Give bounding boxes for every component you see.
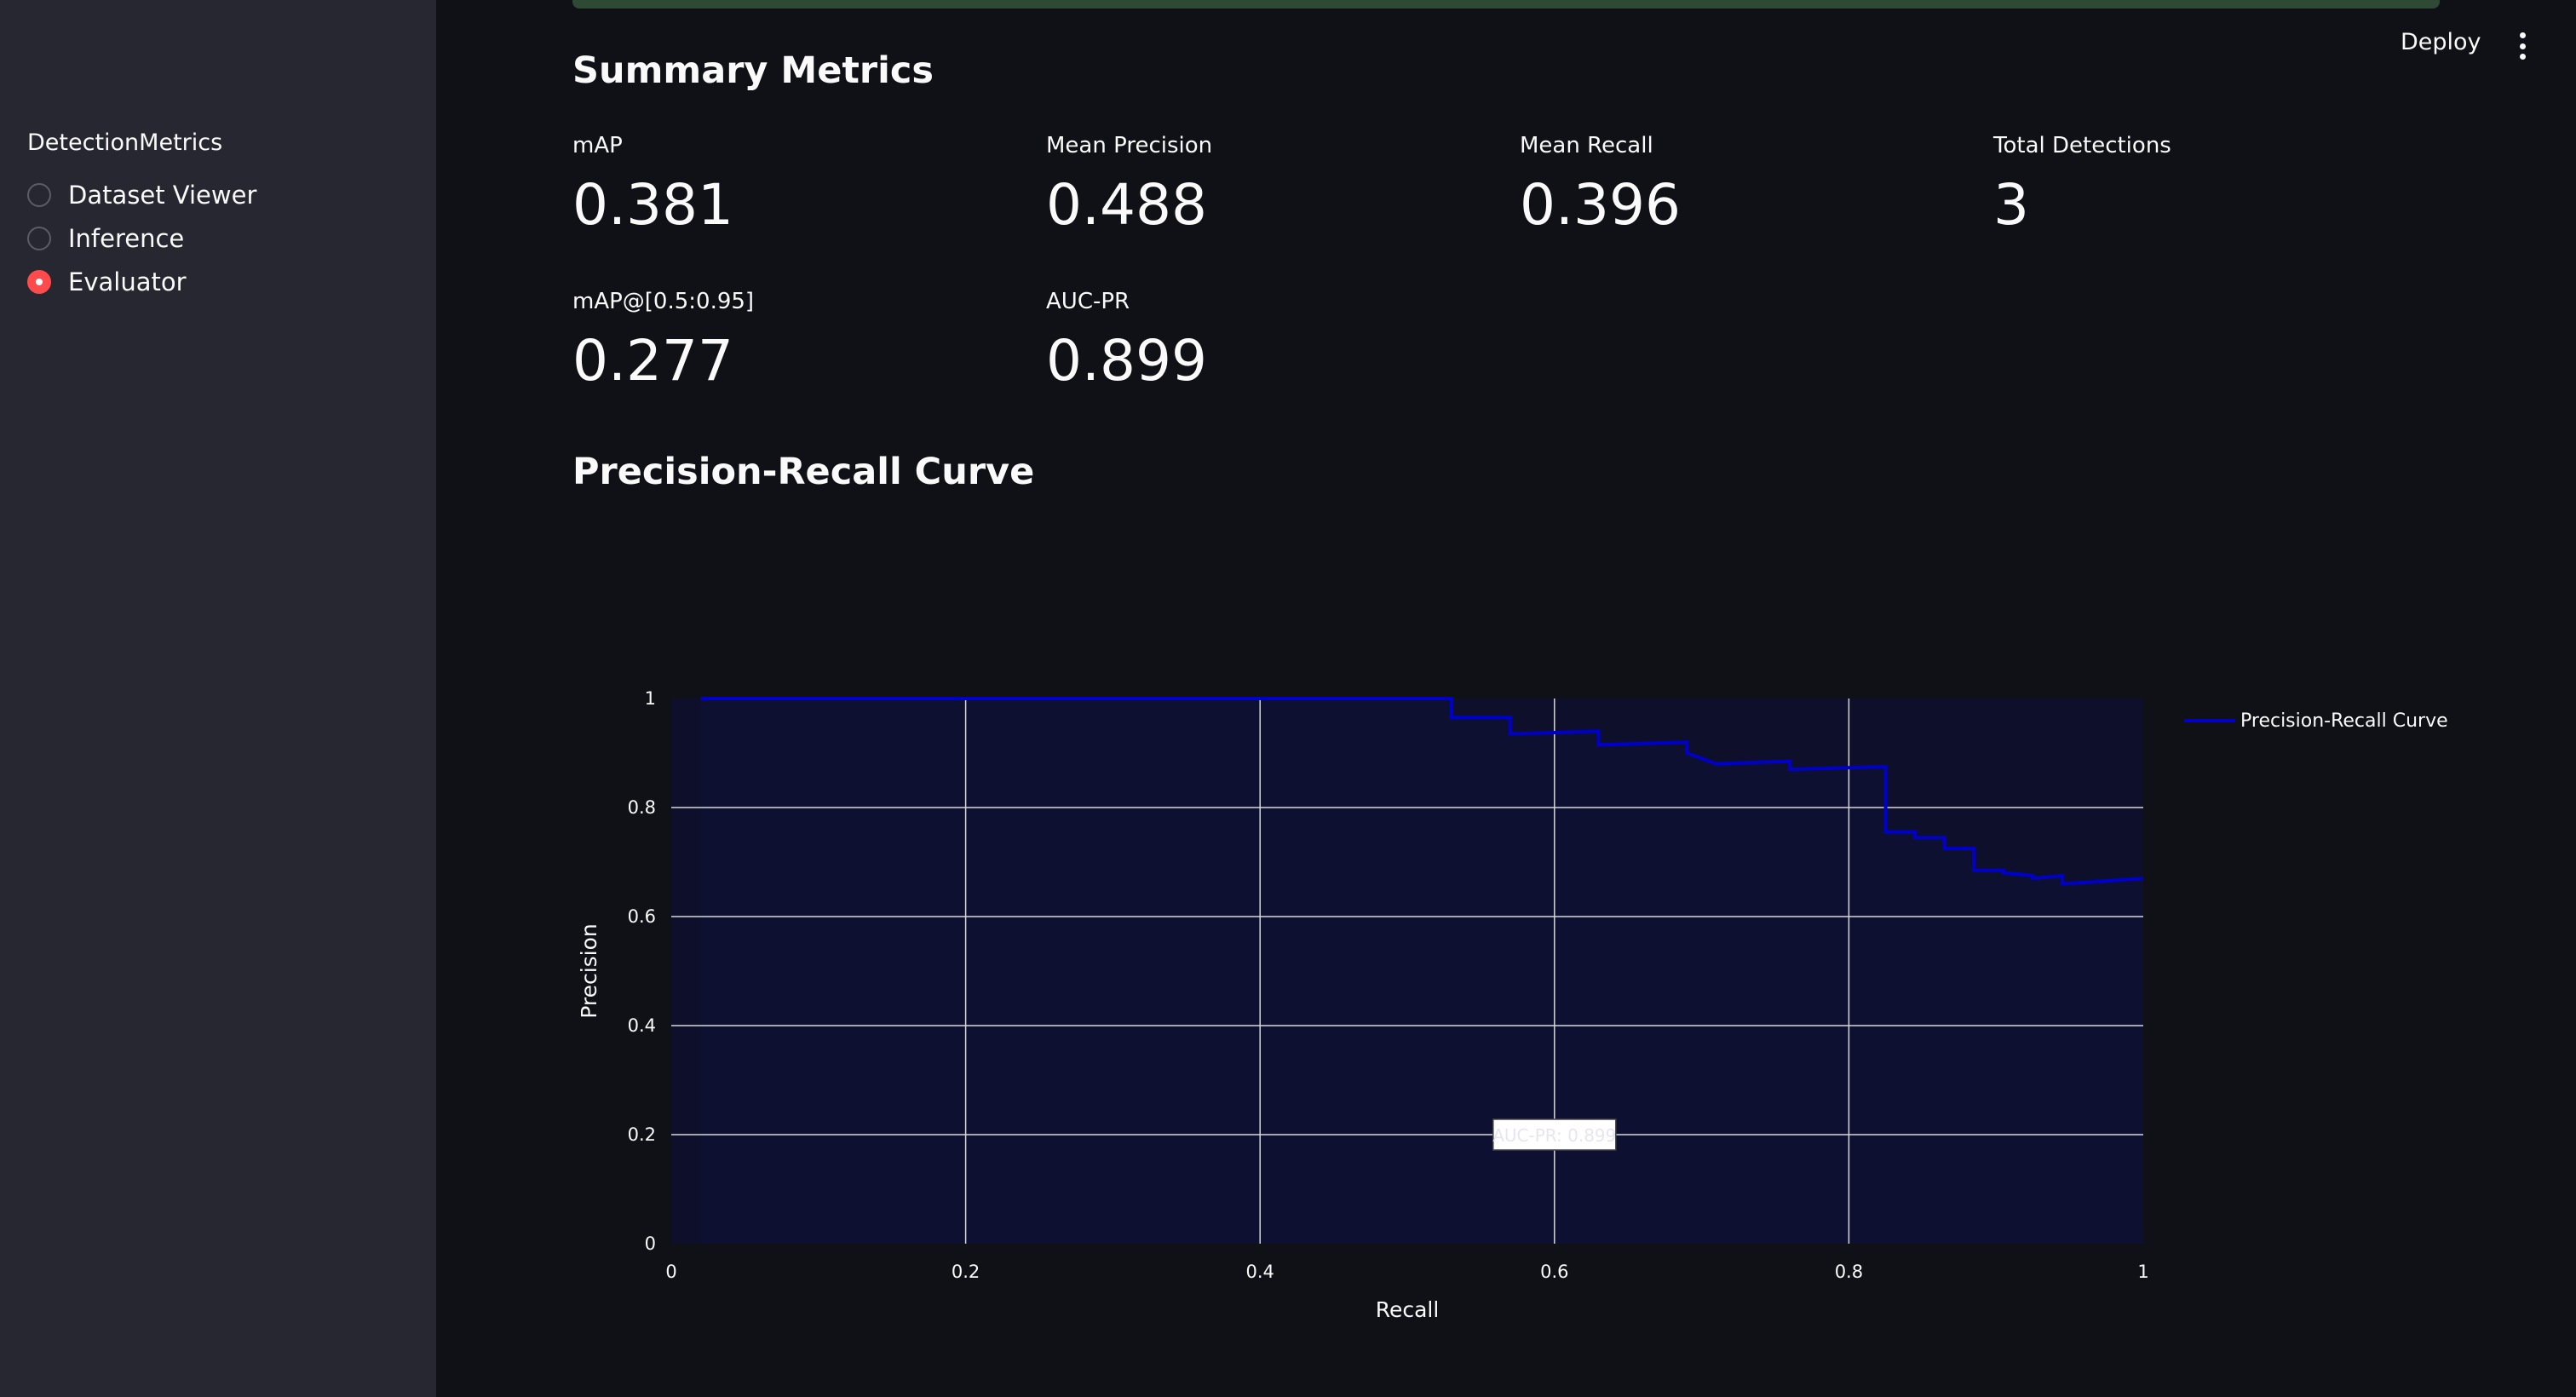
x-tick-label: 0.6 (1540, 1262, 1568, 1282)
radio-button-icon[interactable] (27, 183, 51, 207)
metric-label: mAP (572, 133, 623, 158)
auc-annotation-label: AUC-PR: 0.899 (1492, 1125, 1616, 1146)
y-tick-label: 0 (645, 1233, 656, 1254)
y-tick-label: 0.2 (628, 1124, 656, 1145)
metric-value: 0.488 (1046, 172, 1207, 238)
y-axis-title: Precision (577, 923, 601, 1019)
y-tick-label: 0.4 (628, 1015, 656, 1036)
metric-value: 0.396 (1520, 172, 1681, 238)
radio-inference[interactable]: Inference (27, 219, 184, 258)
metric-value: 0.277 (572, 328, 733, 394)
metric-total-detections: Total Detections 3 (1993, 133, 2171, 238)
metric-map: mAP 0.381 (572, 133, 733, 238)
metric-auc-pr: AUC-PR 0.899 (1046, 289, 1207, 394)
radio-button-icon[interactable] (27, 227, 51, 250)
precision-recall-curve-line (700, 697, 2144, 886)
radio-button-selected-icon[interactable] (27, 270, 51, 294)
metric-label: Mean Recall (1520, 133, 1653, 158)
metric-map-50-95: mAP@[0.5:0.95] 0.277 (572, 289, 754, 394)
sidebar: DetectionMetrics Dataset Viewer Inferenc… (0, 0, 436, 1397)
radio-label: Dataset Viewer (68, 181, 257, 210)
radio-label: Inference (68, 224, 185, 253)
metric-value: 0.381 (572, 172, 733, 238)
sidebar-title: DetectionMetrics (27, 129, 223, 156)
y-tick-label: 1 (645, 688, 656, 709)
vertical-ellipsis-icon[interactable] (2510, 29, 2535, 63)
radio-label: Evaluator (68, 267, 187, 296)
y-tick-label: 0.6 (628, 906, 656, 927)
auc-annotation-box (1492, 1118, 1617, 1151)
legend-label: Precision-Recall Curve (2240, 710, 2448, 732)
radio-evaluator[interactable]: Evaluator (27, 262, 187, 302)
metric-label: Mean Precision (1046, 133, 1213, 158)
summary-metrics-title: Summary Metrics (572, 49, 934, 92)
metric-label: Total Detections (1993, 133, 2171, 158)
deploy-button[interactable]: Deploy (2395, 26, 2487, 59)
x-tick-label: 1 (2137, 1262, 2148, 1282)
y-tick-label: 0.8 (628, 797, 656, 818)
x-tick-label: 0.4 (1245, 1262, 1274, 1282)
precision-recall-chart[interactable]: 0 0.2 0.4 0.6 0.8 1 0 0.2 0.4 0.6 0.8 1 Recall Precis… (554, 656, 2513, 1346)
x-tick-label: 0 (665, 1262, 676, 1282)
metric-mean-recall: Mean Recall 0.396 (1520, 133, 1681, 238)
status-bar (572, 0, 2440, 9)
curve-area-fill (700, 698, 2143, 1244)
metric-value: 0.899 (1046, 328, 1207, 394)
metric-label: mAP@[0.5:0.95] (572, 289, 755, 314)
x-tick-label: 0.8 (1835, 1262, 1863, 1282)
metric-value: 3 (1993, 172, 2029, 238)
precision-recall-title: Precision-Recall Curve (572, 451, 1035, 493)
x-tick-label: 0.2 (952, 1262, 980, 1282)
x-axis-title: Recall (1376, 1297, 1440, 1322)
metric-mean-precision: Mean Precision 0.488 (1046, 133, 1212, 238)
metric-label: AUC-PR (1046, 289, 1130, 314)
radio-dataset-viewer[interactable]: Dataset Viewer (27, 175, 256, 215)
